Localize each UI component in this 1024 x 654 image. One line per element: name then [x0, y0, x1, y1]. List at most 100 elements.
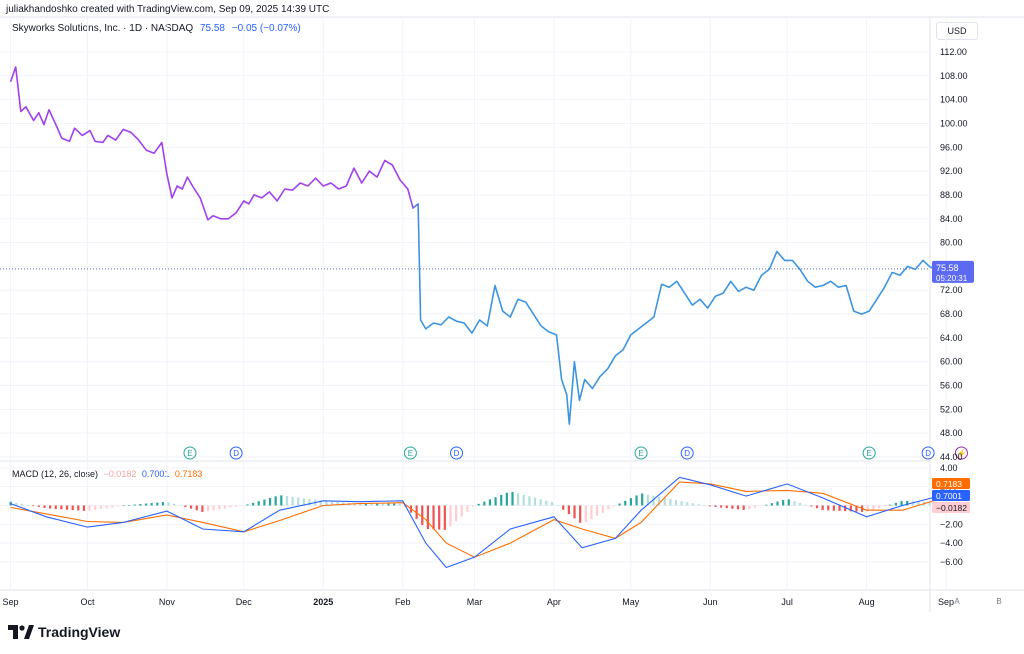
- macd-line-tag-box: [932, 490, 970, 501]
- macd-hist-bar: [765, 504, 768, 506]
- price-tick-label: 92.00: [940, 166, 963, 176]
- event-marker-label: D: [454, 449, 460, 458]
- macd-hist-bar: [601, 505, 604, 513]
- macd-hist-bar: [178, 505, 181, 507]
- tradingview-logo[interactable]: TradingView: [8, 624, 120, 640]
- macd-hist-bar: [359, 503, 362, 506]
- macd-hist-bar: [161, 502, 165, 506]
- price-tag-value: 75.58: [936, 263, 959, 273]
- time-tick-label: Apr: [547, 597, 561, 607]
- time-tick-label: Aug: [859, 597, 875, 607]
- macd-hist-bar: [466, 505, 469, 512]
- scale-b-button[interactable]: B: [996, 597, 1002, 606]
- macd-hist-bar: [595, 505, 599, 516]
- macd-hist-bar: [88, 505, 91, 511]
- macd-hist-bar: [511, 491, 514, 506]
- event-marker-label: E: [408, 449, 413, 458]
- macd-hist-bar: [686, 502, 689, 506]
- tradingview-logo-icon: [8, 625, 34, 639]
- macd-hist-bar: [494, 497, 497, 506]
- price-tick-label: 64.00: [940, 333, 963, 343]
- macd-hist-bar: [65, 505, 69, 510]
- price-tick-label: 100.00: [940, 118, 968, 128]
- axes: 112.00 108.00 104.00 100.00 96.00 92.00 88.00 8…: [3, 47, 968, 607]
- macd-hist-bar: [533, 497, 537, 506]
- macd-hist-bar: [223, 505, 227, 509]
- macd-hist-bar: [167, 502, 170, 506]
- macd-hist-bar: [26, 504, 29, 506]
- macd-hist-bar: [714, 505, 717, 507]
- macd-label: MACD (12, 26, close): [12, 469, 99, 479]
- macd-legend: MACD (12, 26, close) −0.0182 0.7001 0.71…: [12, 469, 202, 479]
- macd-hist-bar: [759, 505, 762, 507]
- macd-hist-bar: [556, 505, 559, 507]
- macd-hist-bar: [663, 497, 666, 506]
- macd-hist-bar: [133, 504, 136, 506]
- chart-credit: juliakhandoshko created with TradingView…: [6, 4, 330, 15]
- macd-hist-bar: [855, 505, 858, 512]
- macd-hist-bar: [725, 505, 728, 509]
- dividend-marker: [921, 446, 935, 460]
- macd-hist-bar: [268, 497, 272, 506]
- auto-scale-button[interactable]: A: [954, 597, 960, 606]
- macd-hist-bar: [415, 505, 418, 519]
- macd-hist-bar: [776, 501, 779, 506]
- macd-line-tag-value: 0.7001: [936, 491, 962, 501]
- macd-hist-bar: [99, 505, 102, 510]
- macd-hist-bar: [285, 496, 289, 506]
- macd-hist-bar: [550, 502, 554, 506]
- price-tick-label: 88.00: [940, 190, 963, 200]
- macd-hist-bar: [500, 495, 503, 506]
- price-tick-label: 44.00: [940, 452, 963, 462]
- price-tick-label: 104.00: [940, 95, 968, 105]
- macd-hist-bar: [674, 500, 678, 506]
- time-tick-label: Dec: [236, 597, 253, 607]
- price-tick-label: 96.00: [940, 142, 963, 152]
- event-marker-label: E: [866, 449, 871, 458]
- macd-hist-bar: [804, 504, 807, 506]
- macd-hist-bar: [906, 500, 909, 506]
- split-marker: [954, 446, 968, 460]
- series-lines: [0, 66, 965, 569]
- macd-hist-bar: [584, 505, 587, 523]
- macd-hist-bar: [889, 504, 892, 506]
- macd-hist-bar: [455, 505, 458, 522]
- macd-hist-bar: [917, 501, 920, 506]
- macd-signal-tag-value: 0.7183: [936, 479, 962, 489]
- macd-hist-bar: [32, 505, 35, 507]
- macd-hist-bar: [624, 500, 627, 506]
- macd-hist-bar: [49, 505, 52, 509]
- macd-histogram: [9, 491, 960, 530]
- dividend-marker: [680, 446, 694, 460]
- macd-hist-bar: [43, 505, 46, 508]
- macd-hist-bar: [652, 495, 655, 506]
- macd-hist-bar: [302, 498, 305, 506]
- macd-hist-bar: [212, 505, 215, 511]
- macd-hist-bar: [793, 501, 796, 506]
- macd-hist-bar: [308, 498, 311, 506]
- macd-hist-bar: [928, 501, 931, 506]
- price-tick-label: 108.00: [940, 71, 968, 81]
- macd-hist-bar: [748, 505, 751, 510]
- time-tick-label: Sep: [938, 597, 954, 607]
- macd-hist-bar: [184, 505, 187, 508]
- macd-hist-bar: [150, 503, 153, 506]
- macd-hist-bar: [37, 505, 40, 507]
- symbol-change: −0.05 (−0.07%): [231, 23, 301, 34]
- macd-signal-line: [10, 481, 962, 558]
- time-tick-label: Feb: [395, 597, 411, 607]
- symbol-legend: Skyworks Solutions, Inc. · 1D · NASDAQ 7…: [12, 23, 301, 34]
- tradingview-brand: TradingView: [38, 624, 121, 640]
- macd-hist-bar: [894, 502, 898, 506]
- macd-hist-bar: [252, 502, 255, 506]
- macd-hist-bar: [105, 505, 108, 509]
- price-tick-label: 52.00: [940, 404, 963, 414]
- macd-signal-tag-box: [932, 478, 970, 489]
- macd-hist-bar: [398, 503, 401, 506]
- macd-hist-bar: [325, 501, 328, 506]
- macd-hist-bar: [883, 505, 886, 507]
- macd-hist-bar: [392, 503, 396, 506]
- macd-hist-bar: [319, 500, 322, 506]
- macd-hist-bar: [827, 505, 830, 511]
